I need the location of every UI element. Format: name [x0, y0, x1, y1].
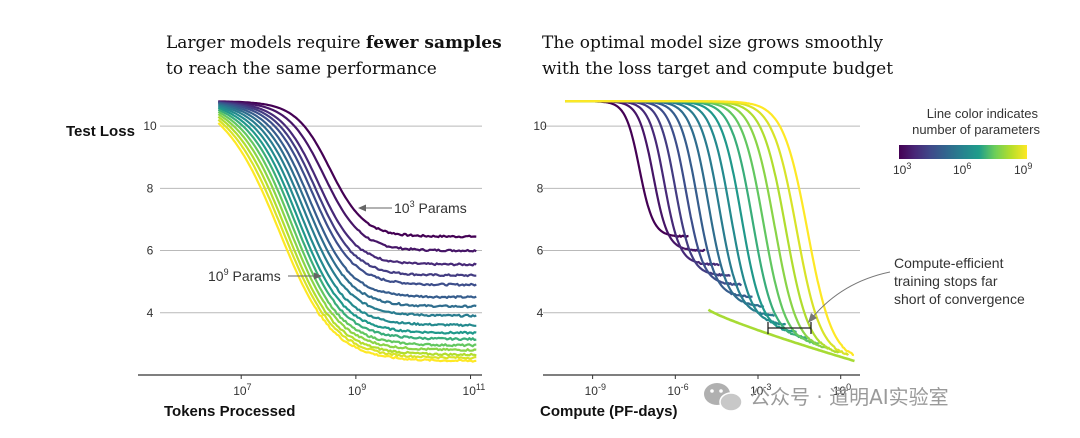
left-series-line-4: [218, 101, 477, 287]
y-tick-10: 10: [533, 119, 547, 133]
right-series-line-12: [565, 100, 831, 350]
x-tick-label: 10-6: [667, 382, 688, 398]
right-x-axis-label: Compute (PF-days): [540, 403, 678, 420]
annotation-1e9-exp: 9: [224, 267, 229, 277]
left-y-tick-labels: 4 6 8 10: [143, 119, 157, 320]
annotation-1e9-arrowhead: [314, 272, 322, 280]
y-tick-4: 4: [537, 306, 544, 320]
x-tick-label: 1011: [463, 382, 486, 398]
left-series-line-8: [217, 105, 477, 328]
x-tick-label: 100: [833, 382, 851, 398]
right-frontier-line: [707, 308, 855, 363]
colorbar-tick-1e6: 106: [953, 161, 971, 177]
x-tick-label: 109: [348, 382, 366, 398]
annotation-1e9-params: 109 Params: [208, 267, 322, 284]
annotation-1e3-label: 103 Params: [394, 199, 467, 216]
annotation-1e9-label: 109 Params: [208, 267, 281, 284]
right-chart-title: The optimal model size grows smoothly: [542, 33, 883, 53]
annotation-compute-line1: Compute-efficient: [894, 255, 1004, 271]
annotation-compute-efficient: Compute-efficient training stops far sho…: [808, 255, 1025, 323]
left-chart: Larger models require fewer samples to r…: [66, 33, 502, 420]
annotation-compute-line2: training stops far: [894, 273, 998, 289]
left-x-axis-label: Tokens Processed: [164, 403, 295, 420]
right-series-line-15: [565, 100, 854, 357]
legend-title-line2: number of parameters: [912, 122, 1040, 137]
annotation-1e9-suffix: Params: [229, 268, 281, 284]
left-series-line-13: [217, 115, 477, 357]
left-series-line-12: [217, 113, 477, 352]
annotation-1e3-suffix: Params: [415, 200, 467, 216]
annotation-1e3-exp: 3: [410, 199, 415, 209]
y-tick-4: 4: [147, 306, 154, 320]
annotation-1e3-params: 103 Params: [358, 199, 467, 216]
y-tick-8: 8: [147, 181, 154, 195]
colorbar-tick-1e9: 109: [1014, 161, 1032, 177]
legend-title-line1: Line color indicates: [927, 106, 1039, 121]
left-series-line-14: [217, 118, 477, 360]
left-series-line-10: [217, 108, 477, 341]
left-series-group: [217, 100, 477, 363]
colorbar-gradient: [899, 145, 1027, 159]
left-title-part-1: Larger models require: [166, 33, 366, 53]
right-y-tick-labels: 4 6 8 10: [533, 119, 547, 320]
right-series-group: [565, 100, 855, 363]
annotation-1e3-base: 10: [394, 200, 410, 216]
left-series-line-9: [217, 106, 477, 335]
annotation-compute-line3: short of convergence: [894, 291, 1025, 307]
watermark: 公众号 · 道明AI实验室: [704, 383, 949, 412]
left-series-line-7: [218, 104, 477, 318]
right-x-tick-labels: 10-9 10-6 10-3 100: [585, 375, 851, 398]
x-tick-label: 10-3: [750, 382, 771, 398]
left-series-line-2: [218, 100, 477, 267]
right-chart: The optimal model size grows smoothly wi…: [533, 33, 1025, 420]
wechat-icon: [704, 383, 743, 412]
annotation-1e3-arrowhead: [358, 204, 366, 212]
annotation-1e9-base: 10: [208, 268, 224, 284]
left-series-line-0: [218, 100, 477, 239]
left-series-line-3: [218, 101, 477, 278]
colorbar-tick-1e3: 103: [893, 161, 911, 177]
y-tick-10: 10: [143, 119, 157, 133]
left-chart-title-line2: to reach the same performance: [166, 59, 437, 79]
annotation-compute-arrowhead: [808, 313, 817, 323]
left-series-line-1: [218, 100, 477, 253]
left-chart-title: Larger models require fewer samples: [166, 33, 502, 53]
left-title-part-2: fewer samples: [366, 33, 502, 53]
right-gridlines: [543, 125, 860, 314]
x-tick-label: 10-9: [585, 382, 606, 398]
left-series-line-11: [217, 110, 477, 348]
left-x-tick-labels: 107 109 1011: [233, 375, 485, 398]
left-y-axis-label: Test Loss: [66, 123, 135, 140]
convergence-bracket: [767, 322, 812, 334]
x-tick-label: 107: [233, 382, 251, 398]
y-tick-6: 6: [537, 244, 544, 258]
left-series-line-15: [217, 122, 477, 363]
y-tick-8: 8: [537, 181, 544, 195]
y-tick-6: 6: [147, 244, 154, 258]
left-series-line-5: [218, 102, 477, 299]
watermark-text: 公众号 · 道明AI实验室: [750, 385, 949, 409]
colorbar-legend: Line color indicates number of parameter…: [893, 106, 1040, 177]
annotation-compute-arrow-line: [811, 271, 891, 319]
right-series-line-10: [565, 100, 808, 340]
left-series-line-6: [218, 103, 477, 309]
right-chart-title-line2: with the loss target and compute budget: [542, 59, 893, 79]
